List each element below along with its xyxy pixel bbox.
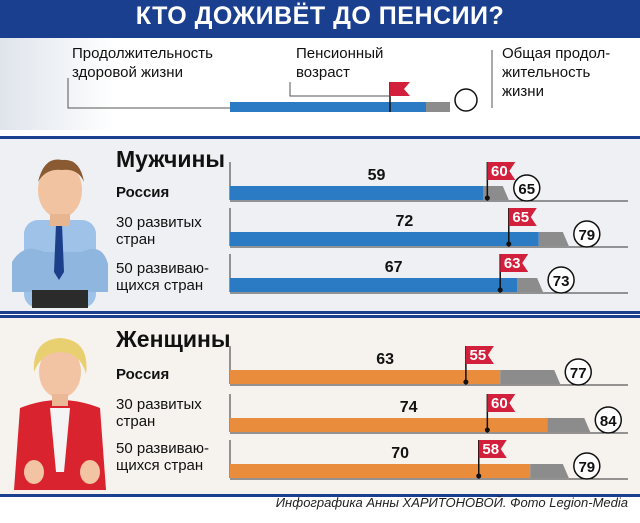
legend-pension-label: Пенсионный возраст [296, 45, 384, 81]
legend-pension-flag [390, 82, 410, 96]
women-row-label: 50 развиваю- щихся стран [116, 440, 209, 474]
pension-flag [487, 394, 516, 412]
healthy-value-label: 70 [391, 445, 409, 462]
healthy-value-label: 63 [376, 351, 394, 368]
woman-photo [14, 338, 106, 490]
unhealthy-gap-bar [500, 370, 561, 384]
pension-flag [487, 162, 516, 180]
legend-pension-leader [289, 82, 390, 97]
legend-total-circle [454, 88, 478, 112]
healthy-value-label: 74 [400, 399, 418, 416]
healthy-bar [230, 370, 501, 384]
pension-marker-dot [463, 379, 469, 385]
legend-healthy-label: Продолжительность здоровой жизни [72, 45, 213, 81]
pension-marker-dot [497, 287, 503, 293]
legend-gap-bar [426, 102, 450, 112]
pension-value-label: 63 [504, 255, 521, 272]
unhealthy-gap-bar [547, 418, 591, 432]
unhealthy-gap-bar [483, 186, 509, 200]
total-life-value-label: 79 [578, 227, 595, 244]
legend-healthy-leader [67, 78, 230, 109]
men-row-label: Россия [116, 184, 170, 201]
pension-value-label: 60 [491, 163, 508, 180]
pension-marker-dot [506, 241, 512, 247]
total-life-circle [573, 452, 601, 480]
total-life-circle [547, 266, 575, 294]
total-life-circle [513, 174, 541, 202]
men-row-label: 50 развиваю- щихся стран [116, 260, 209, 294]
unhealthy-gap-bar [517, 278, 544, 292]
pension-flag [500, 254, 529, 272]
pension-marker-dot [484, 427, 490, 433]
page-title: КТО ДОЖИВЁТ ДО ПЕНСИИ? [135, 2, 505, 30]
pension-flag [508, 208, 537, 226]
total-life-circle [564, 358, 592, 386]
pension-value-label: 65 [512, 209, 529, 226]
unhealthy-gap-bar [530, 464, 569, 478]
total-life-value-label: 77 [570, 365, 587, 382]
legend-healthy-bar [230, 102, 426, 112]
healthy-value-label: 67 [385, 259, 403, 276]
healthy-value-label: 72 [396, 213, 414, 230]
pension-flag [465, 346, 494, 364]
women-row-label: 30 развитых стран [116, 396, 202, 430]
healthy-value-label: 59 [368, 167, 386, 184]
men-section-title: Мужчины [116, 146, 225, 172]
women-section-title: Женщины [116, 326, 231, 352]
pension-marker-dot [484, 195, 490, 201]
pension-flag [478, 440, 507, 458]
title-banner [0, 0, 640, 38]
legend [0, 38, 640, 130]
total-life-value-label: 84 [600, 413, 617, 430]
healthy-bar [230, 232, 539, 246]
total-life-value-label: 79 [578, 459, 595, 476]
pension-value-label: 55 [470, 347, 487, 364]
pension-value-label: 60 [491, 395, 508, 412]
healthy-bar [230, 278, 518, 292]
credit: Инфографика Анны ХАРИТОНОВОЙ. Фото Legio… [275, 495, 628, 510]
total-life-circle [573, 220, 601, 248]
pension-marker-dot [476, 473, 482, 479]
unhealthy-gap-bar [538, 232, 569, 246]
women-row-label: Россия [116, 366, 170, 383]
legend-total-label: Общая продол- жительность жизни [502, 45, 611, 100]
healthy-bar [230, 464, 531, 478]
man-photo [12, 159, 108, 308]
total-life-value-label: 73 [553, 273, 570, 290]
healthy-bar [230, 418, 548, 432]
total-life-value-label: 65 [518, 181, 535, 198]
total-life-circle [594, 406, 623, 434]
healthy-bar [230, 186, 484, 200]
pension-value-label: 58 [482, 441, 499, 458]
men-row-label: 30 развитых стран [116, 214, 202, 248]
